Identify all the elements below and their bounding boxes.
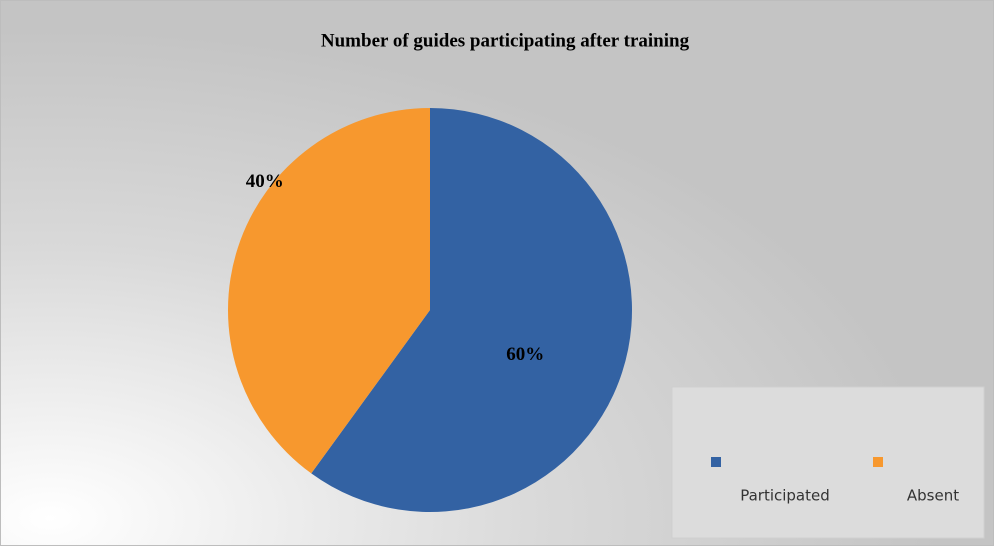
chart-title: Number of guides participating after tra… (321, 30, 690, 51)
legend-marker (873, 457, 883, 467)
legend-label: Absent (907, 487, 959, 505)
pie-slice (311, 108, 632, 512)
legend-box (671, 386, 985, 539)
legend-label: Participated (740, 487, 830, 505)
pie-slice (227, 108, 430, 474)
legend-marker (711, 457, 721, 467)
data-label: 60% (506, 344, 544, 365)
data-label: 40% (246, 171, 284, 192)
